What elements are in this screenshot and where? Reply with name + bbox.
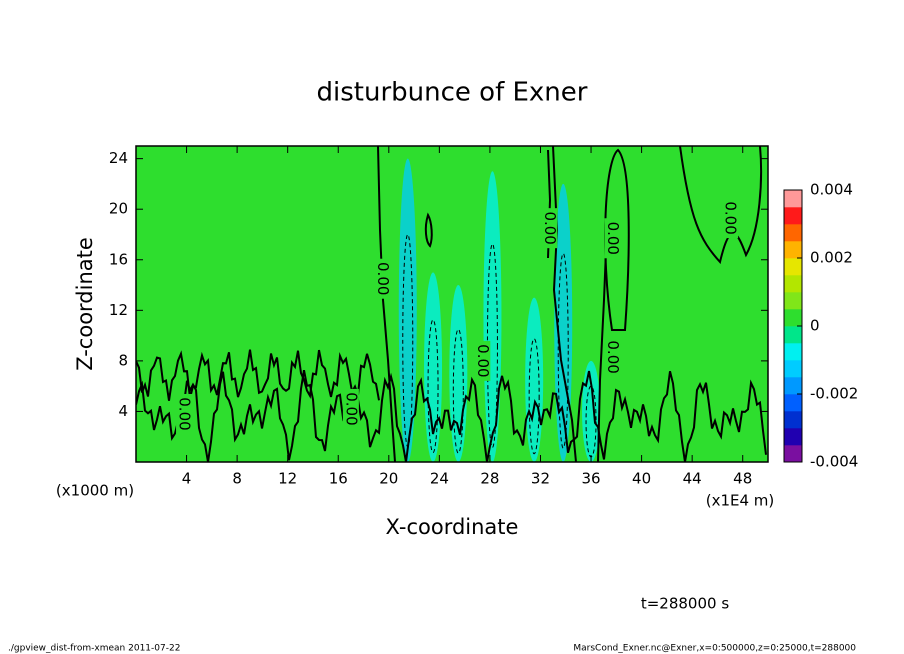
colorbar-band	[784, 377, 802, 395]
footer-left: ./gpview_dist-from-xmean 2011-07-22	[8, 644, 180, 654]
x-tick-label: 8	[232, 470, 242, 488]
dashed-contour	[557, 252, 569, 449]
x-tick-label: 28	[480, 470, 499, 488]
y-tick-label: 12	[109, 301, 128, 319]
colorbar-band	[784, 190, 802, 208]
dashed-contour	[528, 338, 540, 455]
x-tick-label: 20	[379, 470, 398, 488]
contour-line	[136, 370, 767, 462]
y-unit: (x1000 m)	[56, 482, 134, 500]
chart-title: disturbunce of Exner	[317, 78, 588, 108]
x-tick-label: 12	[278, 470, 297, 488]
colorbar-band	[784, 258, 802, 276]
y-tick-label: 20	[109, 200, 128, 218]
x-tick-label: 48	[733, 470, 752, 488]
contour-label-bg	[604, 337, 621, 378]
y-tick-label: 4	[118, 402, 128, 420]
contour-line	[424, 212, 433, 248]
x-axis-label: X-coordinate	[386, 515, 519, 539]
contour-label-bg	[722, 198, 739, 239]
contour-label-bg	[374, 258, 391, 299]
contour-label: 0.00	[722, 201, 740, 234]
time-annotation: t=288000 s	[641, 595, 729, 613]
x-tick-label: 16	[329, 470, 348, 488]
colorbar-band	[784, 275, 802, 293]
dashed-contour	[452, 328, 464, 454]
colorbar: -0.004 -0.002 0 0.002 0.004	[783, 181, 858, 471]
colorbar-tick-label: 0.004	[810, 181, 853, 199]
dashed-contour	[427, 319, 439, 454]
colorbar-band	[784, 224, 802, 242]
x-tick-label: 24	[430, 470, 449, 488]
contour-line	[377, 146, 396, 462]
contour-label-bg	[342, 388, 359, 429]
contour-label-bg	[604, 218, 621, 259]
colorbar-tick-label: 0.002	[810, 249, 853, 267]
colorbar-tick-label: -0.002	[810, 385, 858, 403]
plume	[449, 285, 468, 462]
contour-label: 0.00	[342, 392, 360, 425]
plume	[582, 360, 601, 462]
contour-label-bg	[176, 393, 193, 434]
colorbar-band	[784, 292, 802, 310]
contour-label: 0.00	[604, 222, 622, 255]
colorbar-band	[784, 394, 802, 412]
colorbar-band	[784, 411, 802, 429]
y-axis-label: Z-coordinate	[73, 237, 97, 371]
colorbar-band	[784, 207, 802, 225]
y-tick-label: 24	[109, 149, 128, 167]
plume	[483, 171, 502, 462]
x-tick-label: 36	[581, 470, 600, 488]
colorbar-tick-label: -0.004	[810, 453, 858, 471]
colorbar-band	[784, 343, 802, 361]
contour-line	[597, 249, 607, 462]
colorbar-band	[784, 428, 802, 446]
dashed-contour	[402, 233, 414, 448]
contour-label: 0.00	[176, 397, 194, 430]
footer-right: MarsCond_Exner.nc@Exner,x=0:500000,z=0:2…	[573, 644, 856, 654]
contour-label: 0.00	[374, 262, 392, 295]
colorbar-band	[784, 241, 802, 259]
colorbar-band	[784, 326, 802, 344]
plume	[525, 297, 544, 462]
y-tick-label: 8	[118, 351, 128, 369]
plot-frame	[135, 145, 769, 463]
contour-label-bg	[541, 208, 558, 249]
x-unit: (x1E4 m)	[706, 492, 775, 510]
x-tick-label: 4	[182, 470, 192, 488]
colorbar-tick-label: 0	[810, 317, 820, 335]
contour-line	[136, 349, 380, 401]
y-tick-label: 16	[109, 250, 128, 268]
x-tick-label: 32	[531, 470, 550, 488]
contour-label-bg	[474, 340, 491, 381]
contour-label: 0.00	[474, 344, 492, 377]
contour-label: 0.00	[541, 211, 559, 244]
colorbar-band	[784, 309, 802, 327]
x-tick-label: 44	[683, 470, 702, 488]
x-tick-label: 40	[632, 470, 651, 488]
colorbar-band	[784, 445, 802, 463]
contour-label: 0.00	[604, 340, 622, 373]
colorbar-band	[784, 360, 802, 378]
